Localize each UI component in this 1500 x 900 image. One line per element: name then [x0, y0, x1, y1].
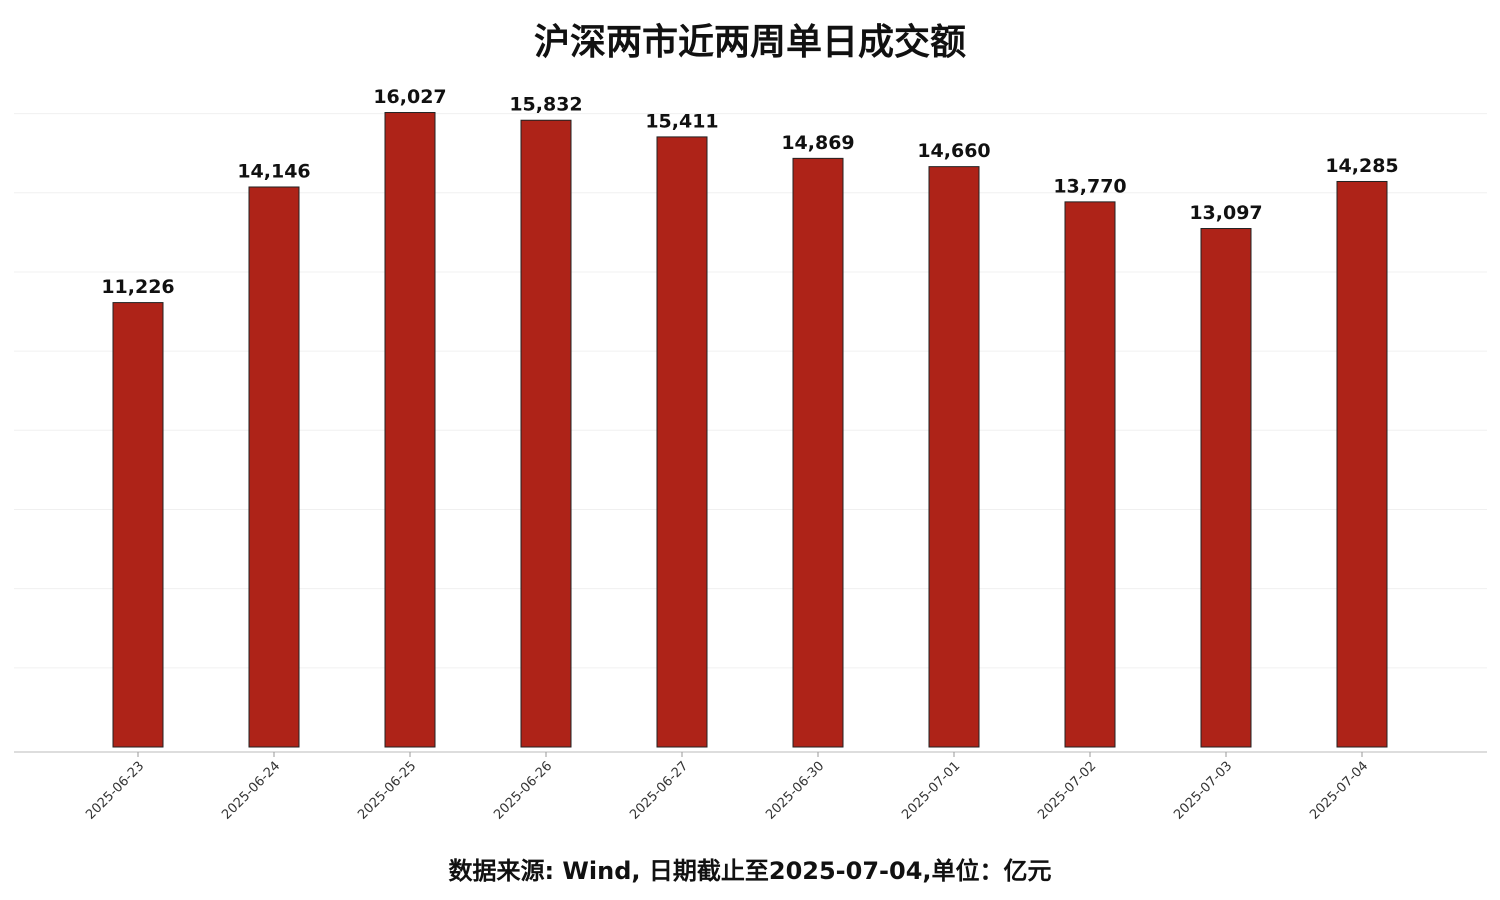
value-label: 14,146	[237, 160, 310, 182]
x-tick-label: 2025-06-23	[83, 759, 147, 823]
value-label: 13,097	[1189, 202, 1262, 224]
bar	[928, 166, 980, 748]
bar	[656, 136, 708, 748]
value-label: 13,770	[1053, 175, 1126, 197]
x-tick-label: 2025-06-26	[491, 759, 555, 823]
chart-title: 沪深两市近两周单日成交额	[534, 21, 966, 63]
value-label: 14,660	[917, 140, 990, 162]
value-label: 15,411	[645, 110, 718, 132]
value-label: 15,832	[509, 94, 582, 116]
bar	[1064, 201, 1116, 748]
value-label: 14,285	[1325, 155, 1398, 177]
bar	[248, 186, 300, 748]
x-tick-label: 2025-06-25	[355, 759, 419, 823]
value-label: 16,027	[373, 86, 446, 108]
x-tick-label: 2025-06-24	[219, 759, 283, 823]
bar	[384, 112, 436, 748]
bar	[1336, 180, 1388, 748]
x-tick-label: 2025-06-30	[763, 759, 827, 823]
x-tick-label: 2025-06-27	[627, 759, 691, 823]
bar	[112, 302, 164, 748]
x-tick-label: 2025-07-04	[1307, 759, 1371, 823]
x-tick-label: 2025-07-02	[1035, 759, 1099, 823]
source-note: 数据来源: Wind, 日期截止至2025-07-04,单位：亿元	[448, 857, 1051, 885]
bar	[792, 157, 844, 748]
bar	[520, 119, 572, 748]
bar	[1200, 228, 1252, 748]
x-tick-label: 2025-07-03	[1171, 759, 1235, 823]
value-label: 14,869	[781, 132, 854, 154]
value-label: 11,226	[101, 276, 174, 298]
x-tick-label: 2025-07-01	[899, 759, 963, 823]
